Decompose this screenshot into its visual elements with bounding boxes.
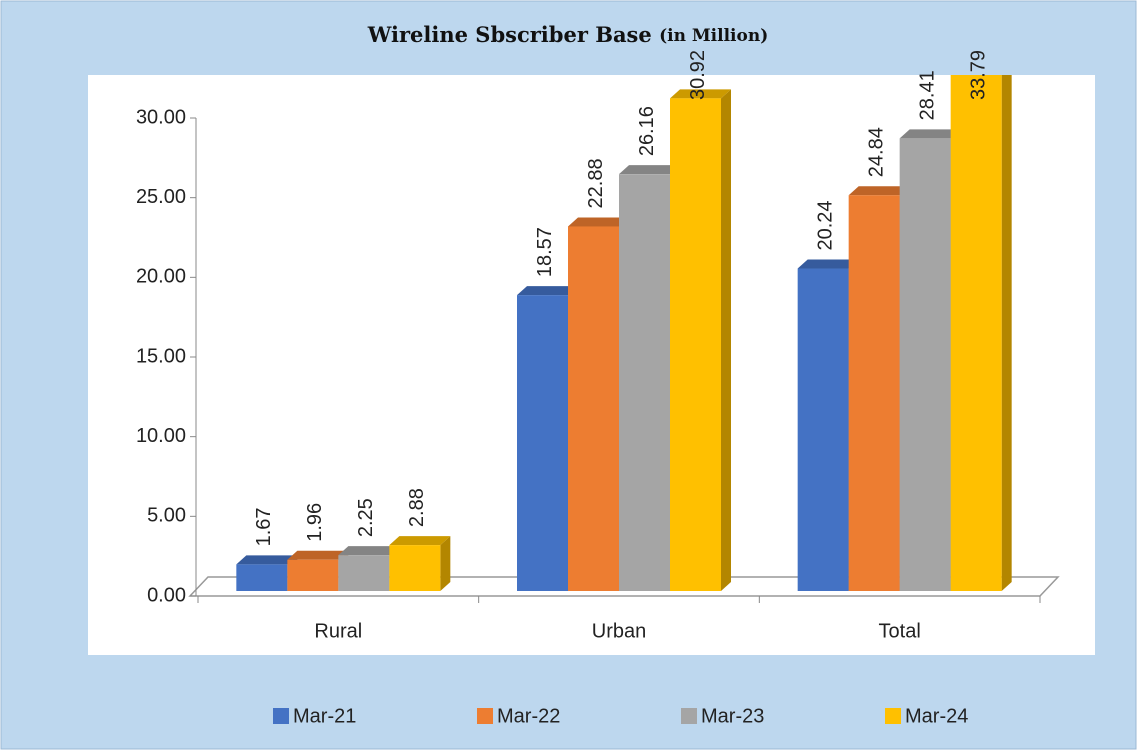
data-label: 18.57 [534, 227, 556, 277]
data-label: 26.16 [636, 106, 658, 156]
legend-swatch [477, 708, 493, 724]
data-label: 33.79 [967, 50, 989, 100]
bar-top [517, 286, 578, 296]
bar-front [389, 545, 441, 591]
bar [950, 75, 1012, 591]
bar [670, 89, 731, 591]
bar-side [721, 89, 731, 591]
bar-front [619, 174, 670, 591]
data-label: 2.25 [355, 498, 377, 537]
x-tick-label: Total [879, 620, 921, 642]
bar-front [797, 268, 849, 591]
y-tick-label: 20.00 [136, 266, 186, 288]
floor [188, 576, 1060, 597]
legend-label: Mar-22 [497, 705, 560, 727]
data-label: 20.24 [814, 200, 836, 250]
x-tick-label: Urban [592, 620, 646, 642]
bar-top [338, 546, 400, 556]
plot [188, 75, 1060, 597]
data-label: 24.84 [865, 127, 887, 177]
x-tick-label: Rural [314, 620, 362, 642]
bar-front [287, 559, 339, 591]
y-tick-label: 25.00 [136, 186, 186, 208]
bar-side [440, 536, 451, 591]
bar-top [287, 550, 349, 560]
bar-front [236, 564, 288, 591]
bar-top [848, 186, 910, 196]
data-label: 22.88 [585, 158, 607, 208]
bar-top [619, 165, 680, 175]
bar-front [517, 295, 568, 591]
bar-top [670, 89, 731, 99]
y-tick-label: 10.00 [136, 425, 186, 447]
bar-front [338, 555, 390, 591]
bar [389, 536, 451, 591]
legend-swatch [273, 708, 289, 724]
bar-top [389, 536, 451, 546]
bar-side [1001, 75, 1012, 591]
data-label: 30.92 [687, 50, 709, 100]
y-tick-label: 15.00 [136, 345, 186, 367]
data-label: 1.96 [304, 503, 326, 542]
y-tick-label: 30.00 [136, 106, 186, 128]
legend-swatch [885, 708, 901, 724]
data-label: 2.88 [406, 488, 428, 527]
legend-label: Mar-24 [905, 705, 968, 727]
bar-front [899, 138, 951, 592]
legend-swatch [681, 708, 697, 724]
chart-title: Wireline Sbscriber Base (in Million) [367, 22, 768, 47]
legend-label: Mar-21 [293, 705, 356, 727]
bar-front [848, 195, 900, 591]
title-main: Wireline Sbscriber Base [367, 22, 652, 47]
data-label: 1.67 [253, 507, 275, 546]
y-tick-label: 5.00 [147, 505, 186, 527]
y-tick-label: 0.00 [147, 584, 186, 606]
bar-top [236, 555, 298, 565]
bar-front [568, 226, 619, 592]
bar-top [797, 259, 859, 269]
bar-front [950, 75, 1002, 591]
data-label: 28.41 [916, 70, 938, 120]
bar-front [670, 98, 721, 591]
title-unit: (in Million) [659, 26, 768, 46]
legend-label: Mar-23 [701, 705, 764, 727]
bar-top [899, 129, 961, 139]
bar-top [568, 217, 629, 227]
